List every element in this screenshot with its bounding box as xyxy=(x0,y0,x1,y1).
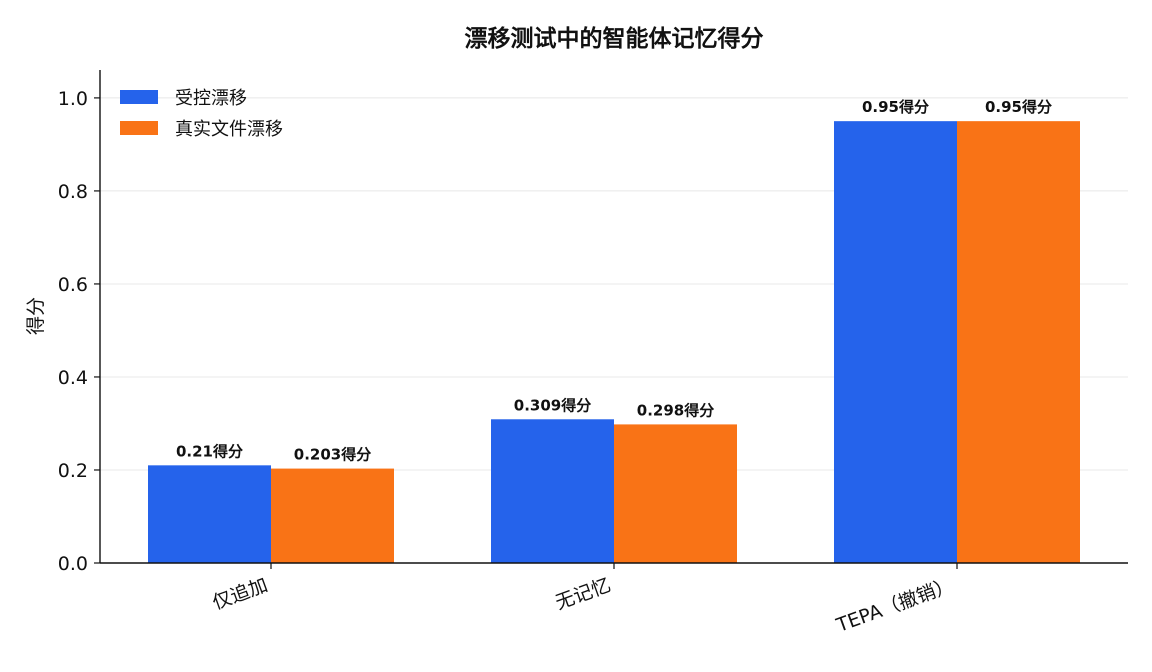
x-tick-label-tepa-revoke: TEPA（撤销） xyxy=(833,574,957,637)
bar-tepa-revoke-controlled-drift xyxy=(834,121,957,564)
y-tick-label: 0.6 xyxy=(58,274,88,296)
bar-tepa-revoke-real-file-drift xyxy=(957,121,1080,564)
data-label-no-memory-real-file-drift: 0.298得分 xyxy=(637,401,714,419)
y-tick-label: 0.0 xyxy=(58,553,88,575)
legend-label-controlled-drift: 受控漂移 xyxy=(175,88,247,109)
bar-no-memory-real-file-drift xyxy=(614,424,737,563)
y-axis-title: 得分 xyxy=(25,297,47,335)
bars xyxy=(148,121,1080,564)
data-label-tepa-revoke-real-file-drift: 0.95得分 xyxy=(985,98,1052,116)
y-tick-label: 0.4 xyxy=(58,367,88,389)
legend: 受控漂移 真实文件漂移 xyxy=(120,88,283,140)
x-axis-ticks: 仅追加 无记忆 TEPA（撤销） xyxy=(210,563,958,637)
data-label-append-only-real-file-drift: 0.203得分 xyxy=(294,446,371,464)
x-tick-label-no-memory: 无记忆 xyxy=(553,574,614,614)
legend-label-real-file-drift: 真实文件漂移 xyxy=(175,119,283,140)
bar-append-only-controlled-drift xyxy=(148,465,271,563)
data-labels: 0.21得分 0.203得分 0.309得分 0.298得分 0.95得分 0.95得分 xyxy=(176,98,1052,463)
data-label-tepa-revoke-controlled-drift: 0.95得分 xyxy=(862,98,929,116)
legend-swatch-controlled-drift xyxy=(120,90,158,104)
y-tick-label: 0.2 xyxy=(58,460,88,482)
y-tick-label: 0.8 xyxy=(58,181,88,203)
chart-title: 漂移测试中的智能体记忆得分 xyxy=(465,25,764,52)
y-axis-ticks: 0.0 0.2 0.4 0.6 0.8 1.0 xyxy=(58,88,100,575)
data-label-no-memory-controlled-drift: 0.309得分 xyxy=(514,396,591,414)
x-tick-label-append-only: 仅追加 xyxy=(210,574,271,614)
bar-append-only-real-file-drift xyxy=(271,468,394,563)
bar-no-memory-controlled-drift xyxy=(491,419,614,563)
y-tick-label: 1.0 xyxy=(58,88,88,110)
legend-swatch-real-file-drift xyxy=(120,121,158,135)
data-label-append-only-controlled-drift: 0.21得分 xyxy=(176,442,243,460)
